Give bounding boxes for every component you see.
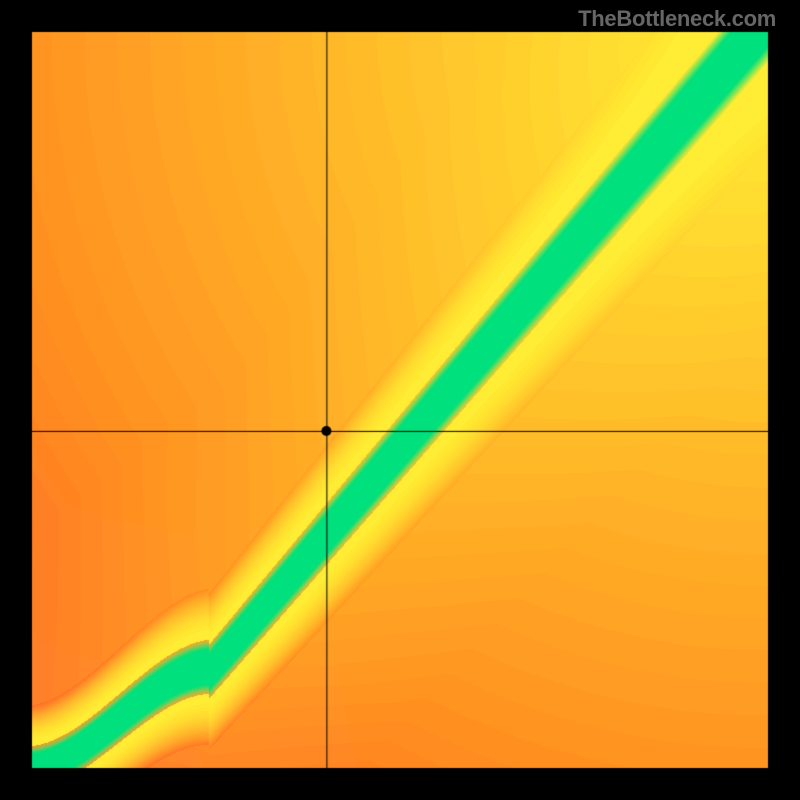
- bottleneck-heatmap: [0, 0, 800, 800]
- watermark-text: TheBottleneck.com: [578, 6, 776, 32]
